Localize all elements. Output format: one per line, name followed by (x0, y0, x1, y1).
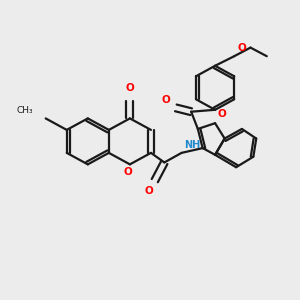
Text: O: O (218, 109, 227, 119)
Text: O: O (238, 43, 246, 53)
Text: O: O (125, 83, 134, 93)
Text: CH₃: CH₃ (16, 106, 33, 115)
Text: O: O (162, 95, 171, 105)
Text: O: O (145, 186, 153, 197)
Text: NH: NH (184, 140, 200, 150)
Text: O: O (123, 167, 132, 176)
